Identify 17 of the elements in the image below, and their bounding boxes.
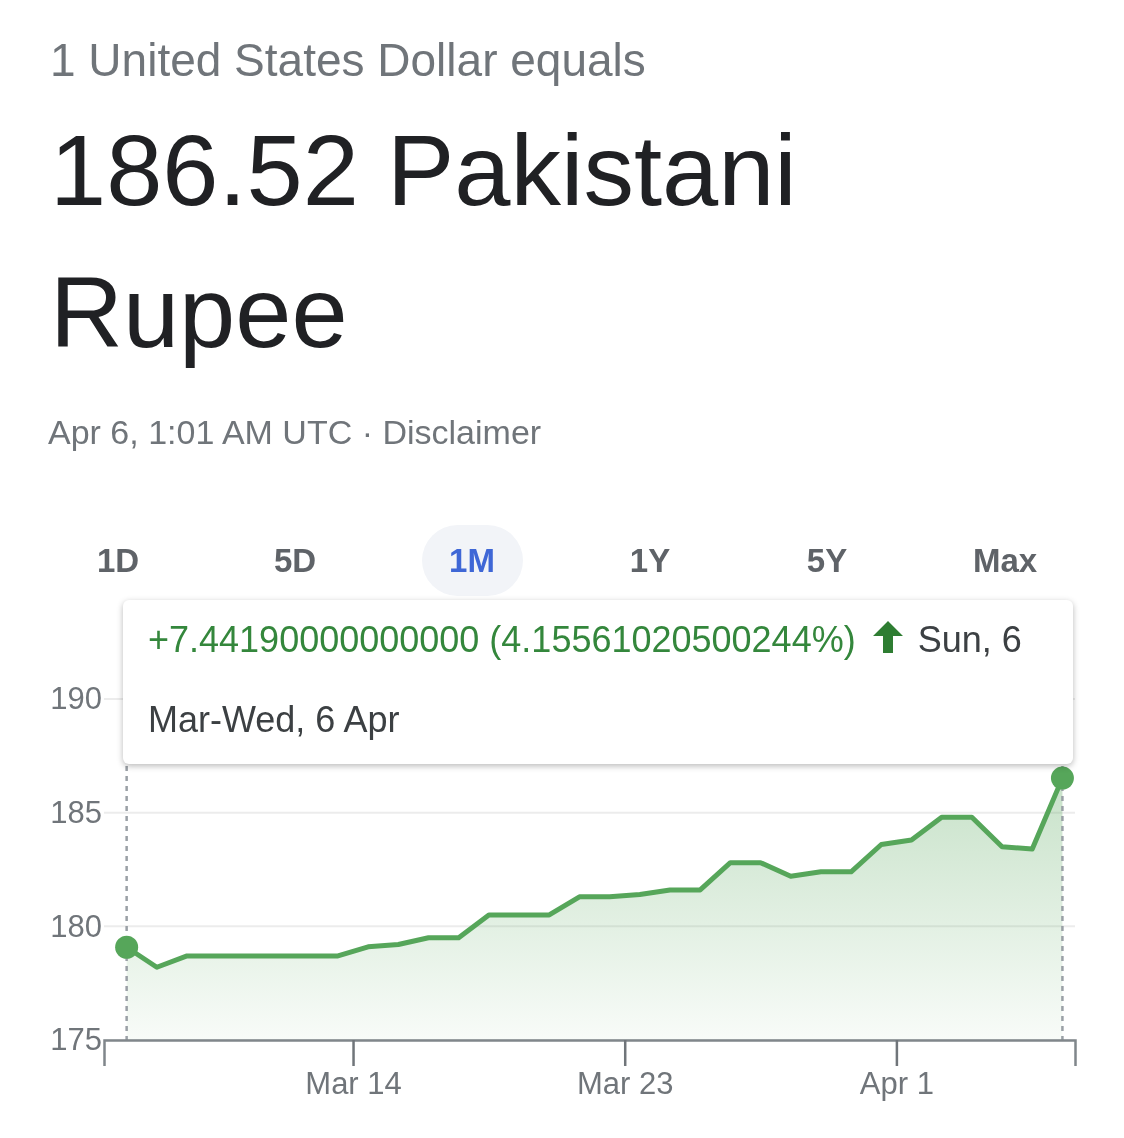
text: 1D	[96, 542, 140, 579]
text: Apr 6, 1:01 AM UTC · Disclaimer	[48, 413, 542, 451]
x-tick-label: Apr 1	[859, 1066, 934, 1102]
y-tick-label: 190	[50, 681, 102, 717]
chart-subtitle: 1 United States Dollar equals	[50, 34, 646, 86]
text: 1Y	[629, 542, 671, 579]
text: 5D	[273, 542, 317, 579]
x-tick-label: Mar 23	[576, 1066, 674, 1102]
y-tick-label: 175	[50, 1022, 102, 1058]
chart-title: 186.52 Pakistani Rupee	[50, 113, 798, 370]
tooltip-card: +7.44190000000000 (4.15561020500244%) Sun, 6 Mar-Wed, 6 Apr	[123, 600, 1073, 764]
text: Max	[972, 542, 1038, 579]
y-tick-label: 180	[50, 908, 102, 944]
text: 5Y	[806, 542, 848, 579]
text: 1M	[449, 542, 495, 579]
y-tick-label: 185	[50, 795, 102, 831]
x-tick-label: Mar 14	[305, 1066, 402, 1102]
